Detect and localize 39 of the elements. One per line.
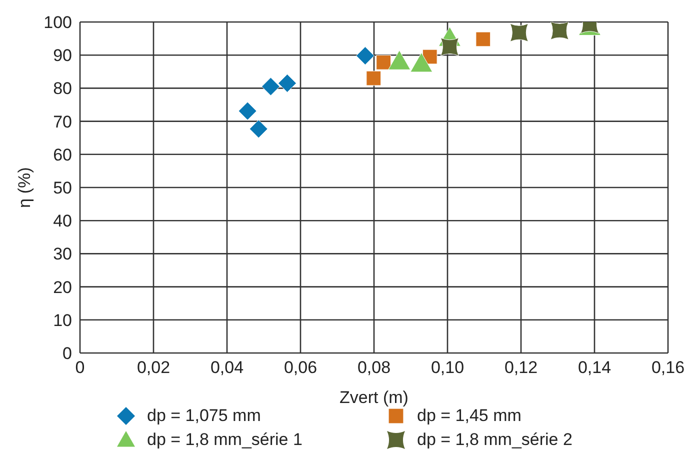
legend-label: dp = 1,8 mm_série 2 (417, 430, 572, 450)
y-tick-label: 90 (53, 46, 72, 66)
y-tick-label: 80 (53, 79, 72, 98)
y-tick-label: 70 (53, 112, 72, 132)
y-tick-label: 50 (53, 178, 72, 198)
y-tick-label: 60 (53, 145, 72, 164)
point (410, 52, 433, 72)
x-tick-label: 0,02 (136, 358, 170, 378)
point (366, 70, 382, 86)
x-tick-label: 0,06 (284, 358, 318, 378)
point (356, 46, 374, 66)
point (440, 38, 459, 56)
point (238, 102, 257, 120)
point (376, 54, 392, 70)
y-tick-label: 30 (53, 244, 72, 264)
x-axis-title: Zvert (m) (340, 388, 408, 407)
point (476, 32, 491, 47)
x-tick-label: 0,14 (578, 358, 612, 378)
point (388, 50, 411, 70)
point (278, 74, 297, 92)
legend-label: dp = 1,8 mm_série 1 (147, 430, 302, 450)
y-tick-label: 10 (53, 310, 72, 330)
legend-label: dp = 1,075 mm (147, 406, 261, 426)
x-tick-label: 0,08 (357, 358, 391, 378)
x-tick-label: 0,10 (430, 358, 464, 378)
y-tick-label: 40 (53, 212, 72, 231)
point (510, 23, 528, 42)
legend-label: dp = 1,45 mm (417, 406, 522, 426)
point (261, 77, 280, 96)
y-tick-label: 0 (62, 344, 72, 364)
point (249, 120, 268, 138)
x-tick-label: 0,04 (210, 358, 244, 378)
x-tick-label: 0,16 (651, 358, 685, 378)
point (550, 22, 569, 40)
x-tick-label: 0,12 (504, 358, 538, 378)
x-tick-label: 0 (75, 358, 85, 378)
y-tick-label: 100 (44, 13, 72, 32)
y-axis-title: η (%) (15, 167, 34, 208)
y-tick-label: 20 (53, 278, 72, 297)
